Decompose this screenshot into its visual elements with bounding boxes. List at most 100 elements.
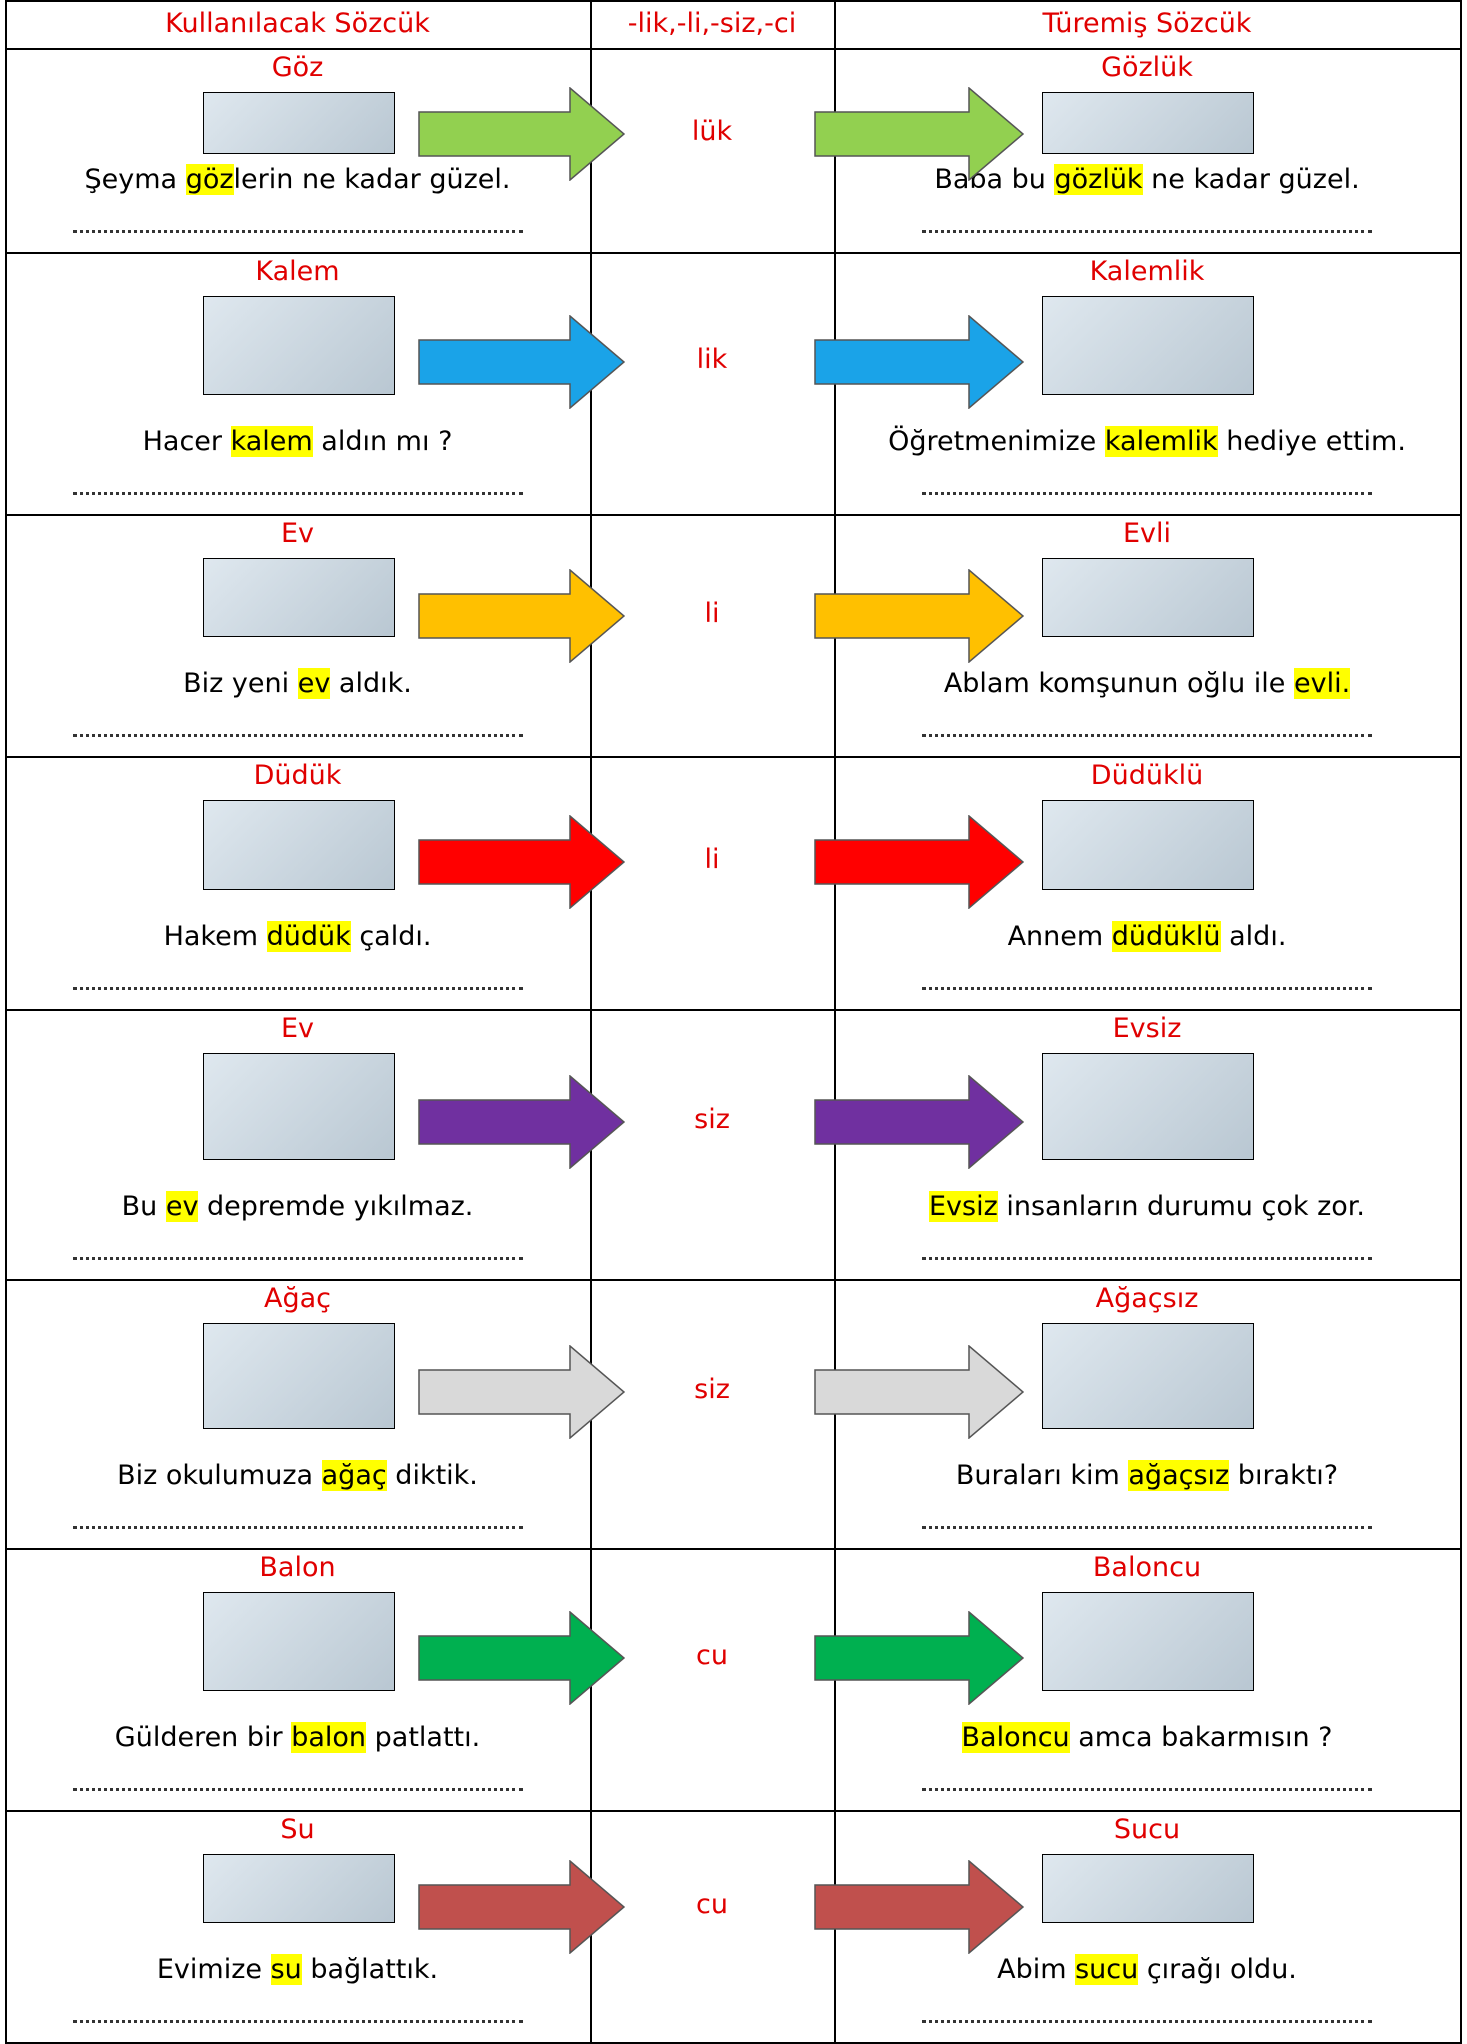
highlight-word: su (270, 1954, 302, 1985)
suffix: siz (694, 1373, 730, 1405)
suffix: li (704, 844, 720, 876)
sentence-part: aldın mı ? (312, 426, 453, 457)
word: Evli (1122, 518, 1172, 549)
column-line (590, 0, 592, 2044)
row-line (5, 1548, 1462, 1550)
sentence: Biz okulumuza ağaç diktik. (5, 1460, 590, 1491)
column-line (834, 0, 836, 2044)
sentence-part: insanların durumu çok zor. (997, 1191, 1365, 1222)
sentence-part: diktik. (386, 1460, 478, 1491)
word: Sucu (1113, 1814, 1181, 1845)
highlight-word: ağaç (321, 1460, 387, 1491)
picture (202, 1592, 395, 1691)
row-line (5, 252, 1462, 254)
picture (202, 92, 395, 154)
sentence-part: Baba bu (934, 164, 1055, 195)
sentence-part: hediye ettim. (1217, 426, 1406, 457)
answer-line (922, 1526, 1372, 1529)
word: Evsiz (1112, 1013, 1182, 1044)
highlight-word: Baloncu (961, 1722, 1070, 1753)
sentence: Şeyma gözlerin ne kadar güzel. (5, 164, 590, 195)
highlight-word: gözlük (1054, 164, 1143, 195)
sentence-part: Biz yeni (183, 668, 298, 699)
answer-line (922, 1788, 1372, 1791)
picture (1042, 1323, 1254, 1429)
row-line (5, 1009, 1462, 1011)
sentence: Gülderen bir balon patlattı. (5, 1722, 590, 1753)
answer-line (922, 2020, 1372, 2023)
sentence: Ablam komşunun oğlu ile evli. (834, 668, 1460, 699)
arrow (418, 1344, 625, 1439)
sentence: Annem düdüklü aldı. (834, 921, 1460, 952)
picture (202, 296, 395, 395)
sentence: Hacer kalem aldın mı ? (5, 426, 590, 457)
suffix: lük (691, 115, 733, 147)
word: Düdük (253, 760, 342, 791)
arrow (814, 568, 1024, 663)
picture (1042, 558, 1254, 637)
arrow (418, 1611, 625, 1706)
answer-line (72, 1257, 523, 1260)
word: Ev (280, 1013, 315, 1044)
row-line (5, 1810, 1462, 1812)
highlight-word: sucu (1075, 1954, 1139, 1985)
sentence: Bu ev depremde yıkılmaz. (5, 1191, 590, 1222)
answer-line (72, 1788, 523, 1791)
arrow (418, 315, 625, 410)
suffix: li (704, 597, 720, 629)
arrow (418, 815, 625, 910)
sentence-part: lerin ne kadar güzel. (233, 164, 511, 195)
word: Ev (280, 518, 315, 549)
picture (202, 1323, 395, 1429)
picture (202, 558, 395, 637)
sentence-part: Şeyma (84, 164, 186, 195)
sentence-part: aldık. (330, 668, 412, 699)
sentence: Hakem düdük çaldı. (5, 921, 590, 952)
arrow (814, 1344, 1024, 1439)
row-line (5, 48, 1462, 50)
highlight-word: kalemlik (1104, 426, 1218, 457)
word: Göz (271, 52, 324, 83)
row-line (5, 756, 1462, 758)
picture (1042, 296, 1254, 395)
sentence-part: Gülderen bir (114, 1722, 292, 1753)
sentence: Evimize su bağlattık. (5, 1954, 590, 1985)
answer-line (72, 230, 523, 233)
word: Gözlük (1101, 52, 1193, 83)
sentence-part: ne kadar güzel. (1142, 164, 1360, 195)
picture (1042, 1854, 1254, 1923)
suffix: siz (694, 1104, 730, 1136)
word: Balon (259, 1552, 336, 1583)
highlight-word: balon (291, 1722, 367, 1753)
highlight-word: kalem (230, 426, 313, 457)
answer-line (72, 492, 523, 495)
suffix: cu (696, 1640, 728, 1672)
row-line (5, 514, 1462, 516)
arrow (814, 1860, 1024, 1955)
word: Kalemlik (1089, 256, 1205, 287)
arrow (814, 315, 1024, 410)
sentence-part: aldı. (1220, 921, 1287, 952)
highlight-word: ağaçsız (1128, 1460, 1230, 1491)
answer-line (922, 734, 1372, 737)
header-cell: Kullanılacak Sözcük (165, 8, 430, 39)
word: Kalem (255, 256, 340, 287)
sentence-part: Hakem (163, 921, 267, 952)
sentence-part: Abim (997, 1954, 1076, 1985)
row-line (5, 1279, 1462, 1281)
word: Baloncu (1092, 1552, 1202, 1583)
answer-line (922, 1257, 1372, 1260)
highlight-word: düdüklü (1111, 921, 1221, 952)
header-cell: -lik,-li,-siz,-ci (627, 8, 797, 39)
word: Ağaçsız (1095, 1283, 1199, 1314)
highlight-word: düdük (266, 921, 351, 952)
picture (202, 1854, 395, 1923)
picture (1042, 1592, 1254, 1691)
picture (1042, 1053, 1254, 1160)
arrow (418, 568, 625, 663)
answer-line (72, 734, 523, 737)
picture (1042, 92, 1254, 154)
answer-line (922, 492, 1372, 495)
sentence-part: Buraları kim (955, 1460, 1129, 1491)
